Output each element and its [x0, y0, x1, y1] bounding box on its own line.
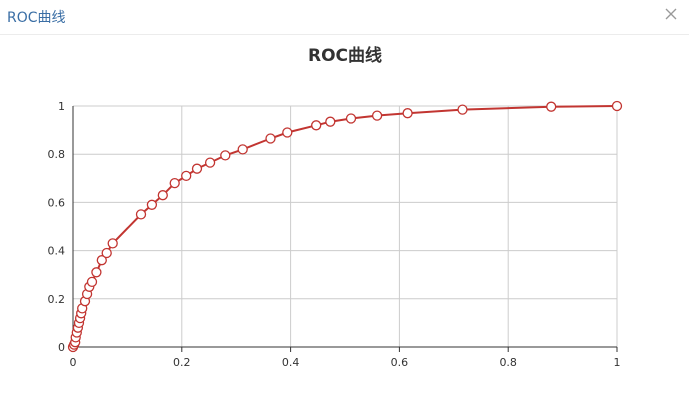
roc-point	[204, 157, 216, 168]
roc-point	[101, 247, 112, 259]
roc-chart: ROC曲线 0 0.2 0.4 0.6 0.8 1 0 0.2 0.4 0.6 0.8 1	[0, 36, 689, 415]
roc-point	[181, 170, 192, 182]
roc-point	[325, 116, 336, 127]
x-tick-label: 0.8	[499, 356, 517, 369]
chart-title: ROC曲线	[308, 45, 382, 66]
roc-point	[611, 100, 623, 112]
roc-point	[265, 133, 276, 144]
roc-curve-line	[72, 105, 618, 348]
roc-point	[86, 276, 98, 288]
y-tick-label: 0.6	[48, 196, 66, 209]
y-tick-label: 0	[58, 341, 65, 354]
roc-point	[191, 163, 203, 174]
roc-point	[546, 101, 557, 112]
roc-point	[91, 267, 102, 278]
roc-point	[371, 110, 383, 121]
roc-point	[220, 150, 231, 161]
window-titlebar: ROC曲线	[0, 0, 689, 35]
close-icon[interactable]	[663, 6, 679, 22]
roc-point	[282, 127, 293, 138]
roc-point	[146, 199, 158, 210]
roc-point	[157, 190, 168, 201]
window-title: ROC曲线	[7, 10, 66, 26]
x-tick-label: 0.4	[282, 356, 300, 369]
roc-point	[311, 120, 322, 131]
x-tick-label: 1	[614, 356, 621, 369]
roc-chart-svg: ROC曲线 0 0.2 0.4 0.6 0.8 1 0 0.2 0.4 0.6 0.8 1	[48, 45, 623, 369]
roc-point	[135, 209, 147, 220]
y-tick-label: 0.2	[48, 293, 66, 306]
roc-point	[237, 144, 248, 155]
roc-point	[107, 238, 118, 249]
x-tick-label: 0.6	[391, 356, 409, 369]
y-tick-label: 0.4	[48, 245, 66, 258]
roc-point	[169, 177, 180, 189]
y-tick-label: 1	[58, 100, 65, 113]
x-tick-label: 0.2	[173, 356, 191, 369]
x-tick-label: 0	[70, 356, 77, 369]
y-tick-label: 0.8	[48, 148, 66, 161]
roc-point	[345, 113, 357, 124]
roc-point	[457, 104, 468, 115]
roc-point	[96, 255, 107, 266]
roc-point	[402, 108, 413, 119]
